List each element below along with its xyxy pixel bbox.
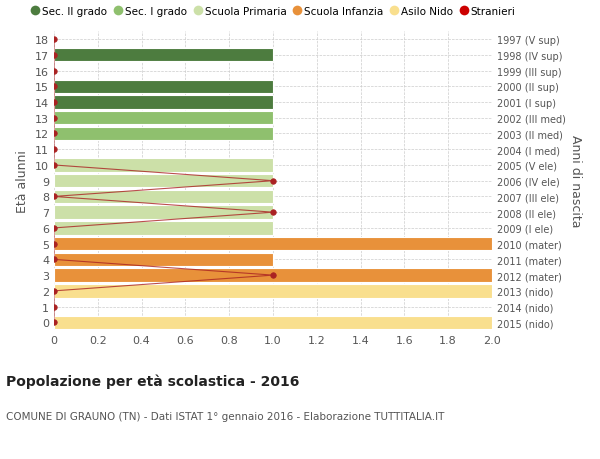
Bar bbox=[54, 316, 492, 329]
Bar bbox=[54, 159, 273, 172]
Bar bbox=[54, 222, 273, 235]
Y-axis label: Anni di nascita: Anni di nascita bbox=[569, 135, 583, 228]
Legend: Sec. II grado, Sec. I grado, Scuola Primaria, Scuola Infanzia, Asilo Nido, Stran: Sec. II grado, Sec. I grado, Scuola Prim… bbox=[29, 2, 520, 21]
Y-axis label: Età alunni: Età alunni bbox=[16, 150, 29, 213]
Bar bbox=[54, 237, 492, 251]
Bar bbox=[54, 285, 492, 298]
Text: COMUNE DI GRAUNO (TN) - Dati ISTAT 1° gennaio 2016 - Elaborazione TUTTITALIA.IT: COMUNE DI GRAUNO (TN) - Dati ISTAT 1° ge… bbox=[6, 411, 445, 421]
Bar bbox=[54, 206, 273, 219]
Bar bbox=[54, 174, 273, 188]
Bar bbox=[54, 253, 273, 267]
Bar bbox=[54, 128, 273, 141]
Bar bbox=[54, 80, 273, 94]
Bar bbox=[54, 190, 273, 204]
Bar bbox=[54, 269, 492, 282]
Text: Popolazione per età scolastica - 2016: Popolazione per età scolastica - 2016 bbox=[6, 374, 299, 389]
Bar bbox=[54, 49, 273, 62]
Bar bbox=[54, 112, 273, 125]
Bar bbox=[54, 96, 273, 109]
